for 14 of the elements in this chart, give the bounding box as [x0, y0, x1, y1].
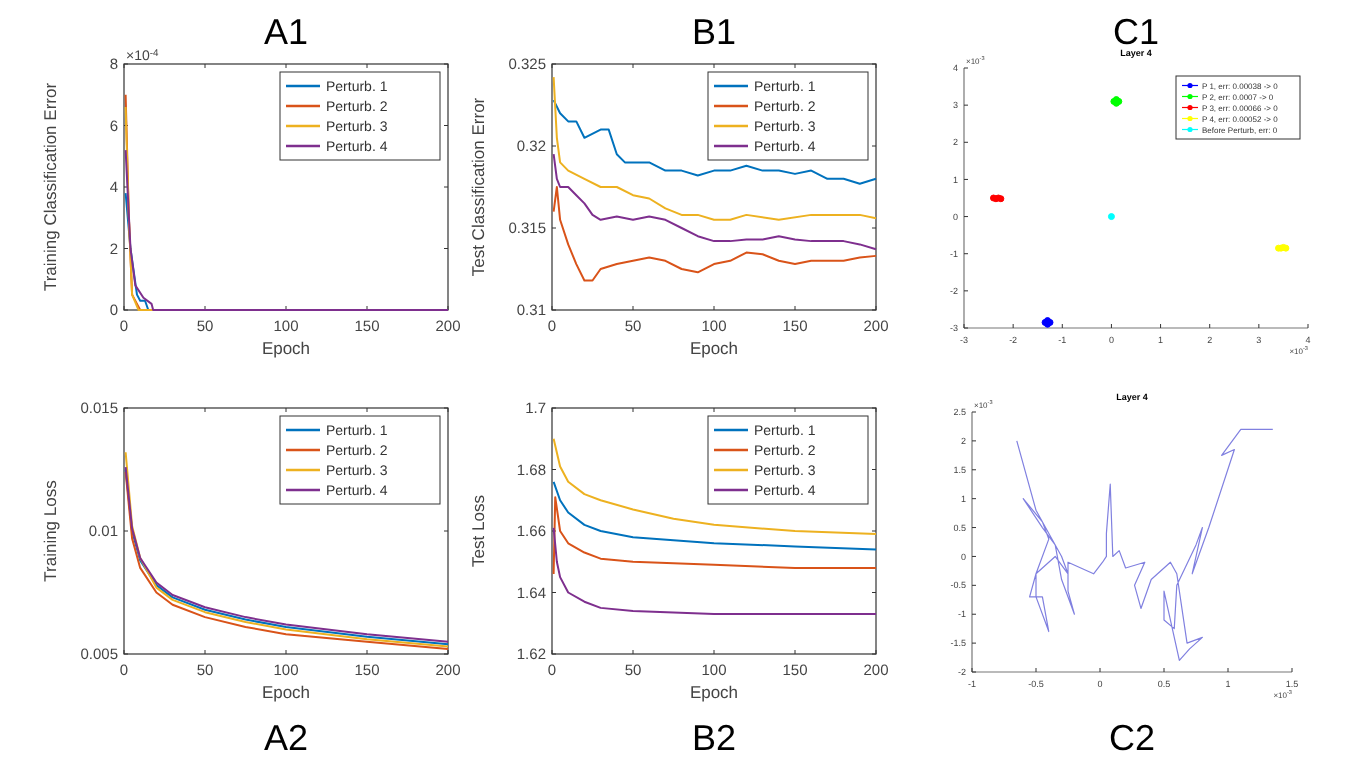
- chart-title: A1: [263, 12, 309, 52]
- y-axis-title: Training Loss: [40, 480, 60, 582]
- x-axis-title: Epoch: [261, 682, 311, 702]
- text: B2: [691, 718, 737, 758]
- x-axis-title: Epoch: [689, 682, 739, 702]
- chart-title: B1: [691, 12, 737, 52]
- x-axis-title: Epoch: [689, 338, 739, 358]
- text: C2: [1108, 718, 1156, 758]
- y-axis-title: Test Classification Error: [468, 97, 488, 277]
- x-axis-title: Epoch: [261, 338, 311, 358]
- chart-title: C1: [1112, 12, 1160, 52]
- y-axis-title: Test Loss: [468, 495, 488, 567]
- y-axis-title: Training Classification Error: [40, 82, 60, 292]
- text: A2: [263, 718, 309, 758]
